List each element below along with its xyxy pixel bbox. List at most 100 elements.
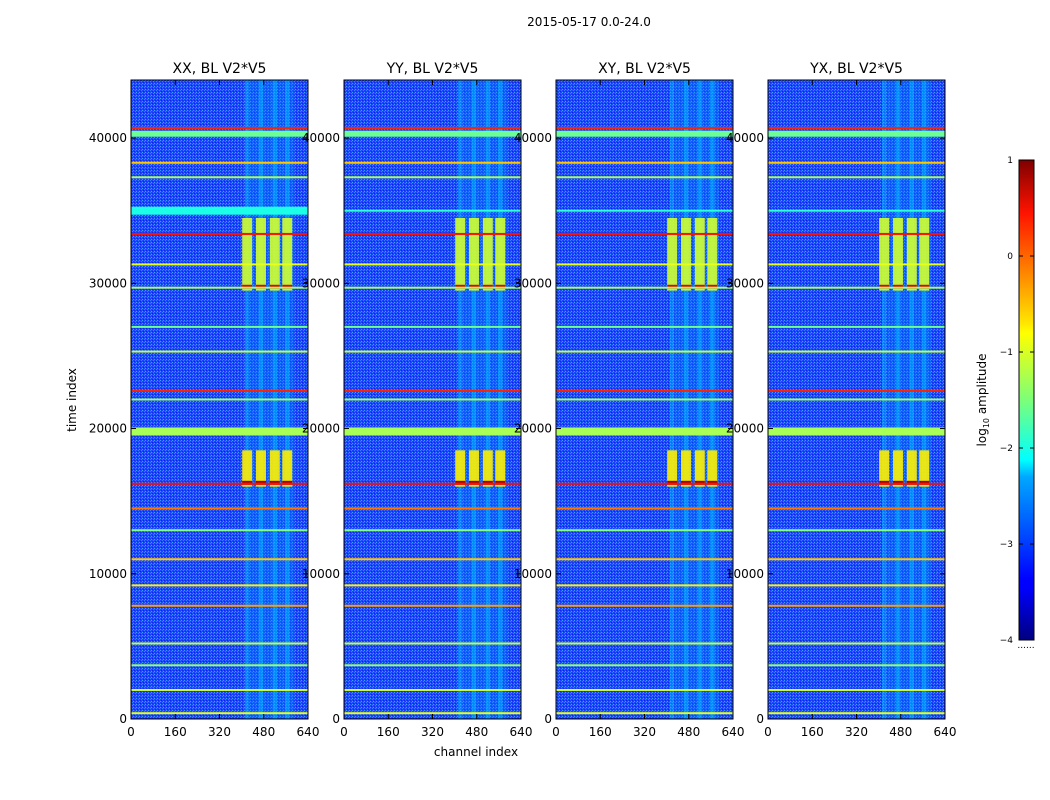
colorbar-label: log10 amplitude [975, 354, 991, 447]
x-tick-label: 640 [297, 725, 320, 739]
flagged-row-21 [131, 688, 308, 691]
flagged-band-35000 [131, 206, 308, 215]
flagged-row-13 [556, 482, 733, 485]
flagged-row-18 [768, 604, 945, 607]
x-tick-label: 0 [764, 725, 772, 739]
flagged-band-top [768, 130, 945, 137]
flagged-row-7 [556, 286, 733, 289]
flagged-row-20 [556, 664, 733, 667]
bright-block-0-2 [694, 217, 705, 291]
colorbar: 1 0 −1 −2 −3 −4 log10 amplitude ...... [975, 156, 1035, 651]
bright-block-1-1 [469, 450, 479, 487]
y-tick-label: 10000 [726, 567, 764, 581]
bright-block-0-0 [455, 217, 466, 291]
bright-block-0-3 [919, 217, 930, 291]
bright-block-1-2 [482, 450, 493, 487]
flagged-row-2 [768, 161, 945, 164]
colorbar-footnote: ...... [1017, 641, 1034, 651]
y-tick-label: 30000 [514, 276, 552, 290]
flagged-row-13 [768, 482, 945, 485]
bright-block-0-0 [242, 217, 253, 291]
flagged-row-20 [131, 664, 308, 667]
bright-block-1-3 [282, 450, 293, 487]
flagged-row-5 [556, 232, 733, 235]
flagged-row-3 [344, 176, 521, 179]
y-axis-label: time index [65, 368, 79, 432]
flagged-row-5 [131, 232, 308, 235]
y-tick-label: 30000 [89, 276, 127, 290]
x-tick-label: 160 [801, 725, 824, 739]
flagged-row-10 [768, 389, 945, 392]
panel-title: XX, BL V2*V5 [173, 61, 267, 77]
flagged-row-15 [768, 529, 945, 532]
flagged-row-19 [556, 642, 733, 645]
panel-title: XY, BL V2*V5 [598, 61, 691, 77]
heatmap-panel-0: XX, BL V2*V5 0 160 320 480 640 0 10000 20000 3000… [89, 61, 320, 739]
flagged-row-3 [131, 176, 308, 179]
flagged-row-8 [131, 325, 308, 328]
bright-block-0-3 [495, 217, 506, 291]
flagged-row-14 [556, 507, 733, 510]
bright-block-0-2 [269, 217, 280, 291]
panel-title: YY, BL V2*V5 [386, 61, 479, 77]
heatmap-image-0 [131, 80, 308, 719]
flagged-band-top [131, 130, 308, 137]
bright-block-0-1 [893, 217, 903, 291]
flagged-row-17 [131, 584, 308, 587]
colorbar-tick-label: −4 [1000, 636, 1014, 646]
flagged-row-0 [556, 126, 733, 129]
bright-block-1-3 [707, 450, 718, 487]
figure-suptitle: 2015-05-17 0.0-24.0 [527, 15, 651, 29]
x-tick-label: 160 [589, 725, 612, 739]
x-tick-label: 0 [340, 725, 348, 739]
heatmap-image-2 [556, 80, 733, 719]
flagged-row-15 [344, 529, 521, 532]
flagged-row-6 [344, 263, 521, 266]
flagged-row-14 [344, 507, 521, 510]
x-tick-label: 320 [845, 725, 868, 739]
flagged-row-22 [556, 712, 733, 715]
y-tick-label: 0 [756, 712, 764, 726]
flagged-row-0 [131, 126, 308, 129]
flagged-row-8 [556, 325, 733, 328]
flagged-row-7 [131, 286, 308, 289]
y-tick-label: 40000 [302, 131, 340, 145]
heatmap-image-3 [768, 80, 945, 719]
flagged-row-7 [344, 286, 521, 289]
flagged-row-14 [131, 507, 308, 510]
flagged-row-18 [344, 604, 521, 607]
flagged-row-21 [344, 688, 521, 691]
x-tick-label: 160 [377, 725, 400, 739]
bright-block-1-1 [681, 450, 691, 487]
flagged-row-3 [768, 176, 945, 179]
y-tick-label: 20000 [726, 422, 764, 436]
flagged-row-21 [556, 688, 733, 691]
flagged-row-22 [131, 712, 308, 715]
flagged-row-5 [768, 232, 945, 235]
heatmap-panel-2: XY, BL V2*V5 0 160 320 480 640 0 10000 20000 3000… [514, 61, 745, 739]
y-tick-label: 20000 [514, 422, 552, 436]
flagged-row-4 [768, 209, 945, 212]
flagged-row-6 [556, 263, 733, 266]
x-tick-label: 640 [510, 725, 533, 739]
bright-block-0-2 [482, 217, 493, 291]
flagged-row-6 [768, 263, 945, 266]
flagged-row-3 [556, 176, 733, 179]
flagged-row-21 [768, 688, 945, 691]
x-tick-label: 320 [421, 725, 444, 739]
panel-title: YX, BL V2*V5 [809, 61, 903, 77]
flagged-row-11 [768, 398, 945, 401]
y-tick-label: 40000 [514, 131, 552, 145]
x-tick-label: 160 [164, 725, 187, 739]
flagged-row-22 [344, 712, 521, 715]
flagged-row-15 [556, 529, 733, 532]
y-tick-label: 40000 [726, 131, 764, 145]
x-tick-label: 0 [552, 725, 560, 739]
flagged-row-4 [344, 209, 521, 212]
flagged-row-4 [556, 209, 733, 212]
flagged-band-mid [344, 427, 521, 436]
heatmap-panels: XX, BL V2*V5 0 160 320 480 640 0 10000 20000 3000… [89, 61, 957, 739]
bright-block-1-0 [879, 450, 890, 487]
flagged-row-15 [131, 529, 308, 532]
flagged-row-0 [344, 126, 521, 129]
